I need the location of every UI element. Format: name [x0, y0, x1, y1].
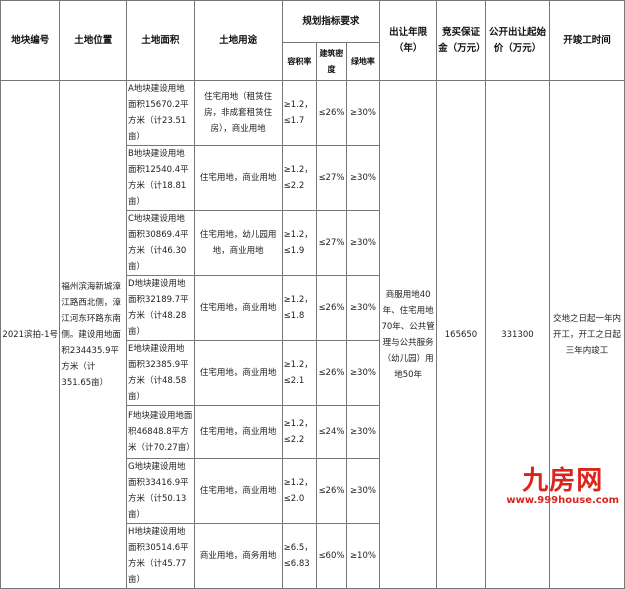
- parcel-price: 331300: [484, 80, 551, 589]
- row-density: ≤27%: [316, 210, 347, 276]
- row-density: ≤24%: [316, 405, 347, 459]
- parcel-schedule: 交地之日起一年内开工，开工之日起三年内竣工: [549, 80, 625, 589]
- row-area: A地块建设用地面积15670.2平方米（计23.51亩）: [125, 80, 195, 146]
- table-row: G地块建设用地面积33416.9平方米（计50.13亩） 住宅用地，商业用地 ≥…: [1, 458, 625, 524]
- header-use: 土地用途: [193, 0, 283, 81]
- header-schedule: 开竣工时间: [549, 0, 625, 81]
- row-green: ≥30%: [345, 145, 381, 211]
- row-area: G地块建设用地面积33416.9平方米（计50.13亩）: [125, 458, 195, 524]
- watermark-logo: 九房网 www.999house.com: [506, 467, 619, 506]
- table-row: B地块建设用地面积12540.4平方米（计18.81亩） 住宅用地，商业用地 ≥…: [1, 145, 625, 211]
- table-row: D地块建设用地面积32189.7平方米（计48.28亩） 住宅用地，商业用地 ≥…: [1, 275, 625, 341]
- table-row: 2021滨拍-1号 福州滨海新城漳江路西北侧，漳江河东环路东南侧。建设用地面积2…: [0, 80, 625, 589]
- row-green: ≥30%: [345, 340, 381, 406]
- header-location: 土地位置: [59, 0, 127, 81]
- header-planning: 规划指标要求: [281, 0, 381, 43]
- header-far: 容积率: [281, 42, 318, 81]
- row-green: ≥10%: [345, 523, 381, 589]
- row-green: ≥30%: [345, 458, 381, 524]
- header-term: 出让年限（年）: [379, 0, 438, 81]
- row-density: ≤27%: [316, 145, 347, 211]
- header-green: 绿地率: [345, 42, 381, 81]
- row-far: ≥1.2，≤2.2: [281, 405, 318, 459]
- row-far: ≥1.2，≤1.8: [281, 275, 318, 341]
- row-density: ≤26%: [316, 275, 347, 341]
- row-density: ≤26%: [316, 80, 347, 146]
- row-far: ≥1.2，≤2.0: [281, 458, 318, 524]
- watermark-url: www.999house.com: [506, 495, 619, 506]
- row-use: 住宅用地，幼儿园用地，商业用地: [193, 210, 283, 276]
- table-row: C地块建设用地面积30869.4平方米（计46.30亩） 住宅用地，幼儿园用地，…: [1, 210, 625, 276]
- header-area: 土地面积: [125, 0, 195, 81]
- parcel-term: 商服用地40年、住宅用地70年、公共管理与公共服务（幼儿园）用地50年: [379, 80, 438, 589]
- row-area: D地块建设用地面积32189.7平方米（计48.28亩）: [125, 275, 195, 341]
- row-far: ≥1.2，≤1.7: [281, 80, 318, 146]
- parcel-id: 2021滨拍-1号: [0, 80, 61, 589]
- row-use: 住宅用地（租赁住房，非成套租赁住房），商业用地: [193, 80, 283, 146]
- header-id: 地块编号: [0, 0, 61, 81]
- parcel-deposit: 165650: [436, 80, 486, 589]
- row-area: C地块建设用地面积30869.4平方米（计46.30亩）: [125, 210, 195, 276]
- row-area: F地块建设用地面积46848.8平方米（计70.27亩）: [125, 405, 195, 459]
- row-area: H地块建设用地面积30514.6平方米（计45.77亩）: [125, 523, 195, 589]
- row-far: ≥6.5，≤6.83: [281, 523, 318, 589]
- row-density: ≤60%: [316, 523, 347, 589]
- parcel-location: 福州滨海新城漳江路西北侧，漳江河东环路东南侧。建设用地面积234435.9平方米…: [59, 80, 127, 589]
- row-far: ≥1.2，≤2.1: [281, 340, 318, 406]
- row-green: ≥30%: [345, 80, 381, 146]
- header-price: 公开出让起始价（万元）: [484, 0, 551, 81]
- row-use: 住宅用地，商业用地: [193, 275, 283, 341]
- row-density: ≤26%: [316, 340, 347, 406]
- row-density: ≤26%: [316, 458, 347, 524]
- row-green: ≥30%: [345, 275, 381, 341]
- watermark-logo-text: 九房网: [522, 466, 604, 496]
- row-use: 住宅用地，商业用地: [193, 145, 283, 211]
- row-far: ≥1.2，≤1.9: [281, 210, 318, 276]
- row-use: 住宅用地，商业用地: [193, 458, 283, 524]
- row-green: ≥30%: [345, 210, 381, 276]
- row-use: 商业用地，商务用地: [193, 523, 283, 589]
- row-green: ≥30%: [345, 405, 381, 459]
- row-far: ≥1.2，≤2.2: [281, 145, 318, 211]
- row-use: 住宅用地，商业用地: [193, 405, 283, 459]
- row-area: E地块建设用地面积32385.9平方米（计48.58亩）: [125, 340, 195, 406]
- header-deposit: 竞买保证金（万元）: [436, 0, 486, 81]
- header-density: 建筑密度: [316, 42, 347, 81]
- row-area: B地块建设用地面积12540.4平方米（计18.81亩）: [125, 145, 195, 211]
- table-row: E地块建设用地面积32385.9平方米（计48.58亩） 住宅用地，商业用地 ≥…: [1, 340, 625, 406]
- row-use: 住宅用地，商业用地: [193, 340, 283, 406]
